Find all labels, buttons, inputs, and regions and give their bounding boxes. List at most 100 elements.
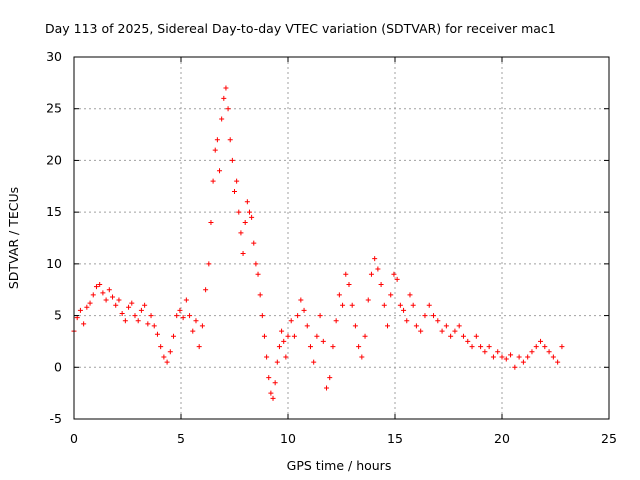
data-point [183,297,189,303]
data-point [238,230,244,236]
data-point [555,359,561,365]
data-point [460,333,466,339]
data-point [546,349,552,355]
data-point [356,344,362,350]
data-point [301,307,307,313]
data-point [503,356,509,362]
data-point [84,304,90,310]
data-point [272,380,278,386]
data-point [208,219,214,225]
data-point [482,349,488,355]
data-point [193,318,199,324]
data-point [203,287,209,293]
data-point [365,297,371,303]
data-point [151,323,157,329]
data-point [529,349,535,355]
data-point [129,300,135,306]
data-point [227,137,233,143]
data-point [533,344,539,350]
data-point [210,178,216,184]
data-point [190,328,196,334]
data-point [232,188,237,194]
data-point [401,307,407,313]
data-point [110,294,116,300]
data-point [259,313,265,319]
data-point [161,354,167,360]
data-point [508,352,514,358]
data-point [81,321,87,327]
data-point [426,302,432,308]
data-point [359,354,365,360]
data-point [100,290,106,296]
data-point [249,214,255,220]
data-point [93,284,99,290]
data-point [116,297,122,303]
data-point [391,271,397,277]
grid [74,57,609,419]
data-point [422,313,428,319]
x-tick-label: 10 [280,431,296,446]
data-point [352,323,358,329]
data-point [255,271,261,277]
data-point [240,251,246,257]
data-point [343,271,349,277]
data-point [106,287,112,293]
data-point [253,261,259,267]
x-tick-label: 0 [70,431,78,446]
data-point [394,276,400,282]
data-point [142,302,148,308]
data-point [311,359,317,365]
data-point [90,292,96,298]
data-point [236,209,242,215]
data-point [443,323,449,329]
data-point [234,178,240,184]
data-point [261,333,267,339]
y-tick-label: 15 [46,204,62,219]
data-point [490,354,496,360]
y-tick-label: 5 [54,308,62,323]
data-point [448,333,454,339]
data-point [520,359,526,365]
data-point [304,323,310,329]
data-point [206,261,212,267]
data-point [217,168,223,174]
data-point [279,328,285,334]
data-point [340,302,346,308]
data-point [145,321,151,327]
data-point [456,323,462,329]
y-tick-label: 30 [46,49,62,64]
data-point [103,297,109,303]
data-point [225,106,231,112]
data-point [246,209,252,215]
data-point [465,338,471,344]
data-point [478,344,484,350]
data-point [126,304,132,310]
data-point [244,199,250,205]
data-point [452,328,458,334]
data-point [257,292,263,298]
data-point [538,338,544,344]
data-point [77,307,83,313]
data-point [285,333,291,339]
data-point [214,137,220,143]
data-point [542,344,548,350]
data-point [375,266,381,272]
y-tick-label: 10 [46,256,62,271]
data-point [388,292,394,298]
data-point [276,344,282,350]
data-point [122,318,128,324]
x-tick-label: 25 [601,431,617,446]
data-point [404,318,410,324]
data-point [298,297,304,303]
data-point [512,364,518,370]
data-point [132,313,138,319]
data-point [499,354,505,360]
data-point [381,302,387,308]
data-point [180,315,186,321]
data-point [330,344,336,350]
data-point [418,328,424,334]
x-tick-label: 20 [494,431,510,446]
data-point [154,331,160,337]
data-point [148,313,154,319]
